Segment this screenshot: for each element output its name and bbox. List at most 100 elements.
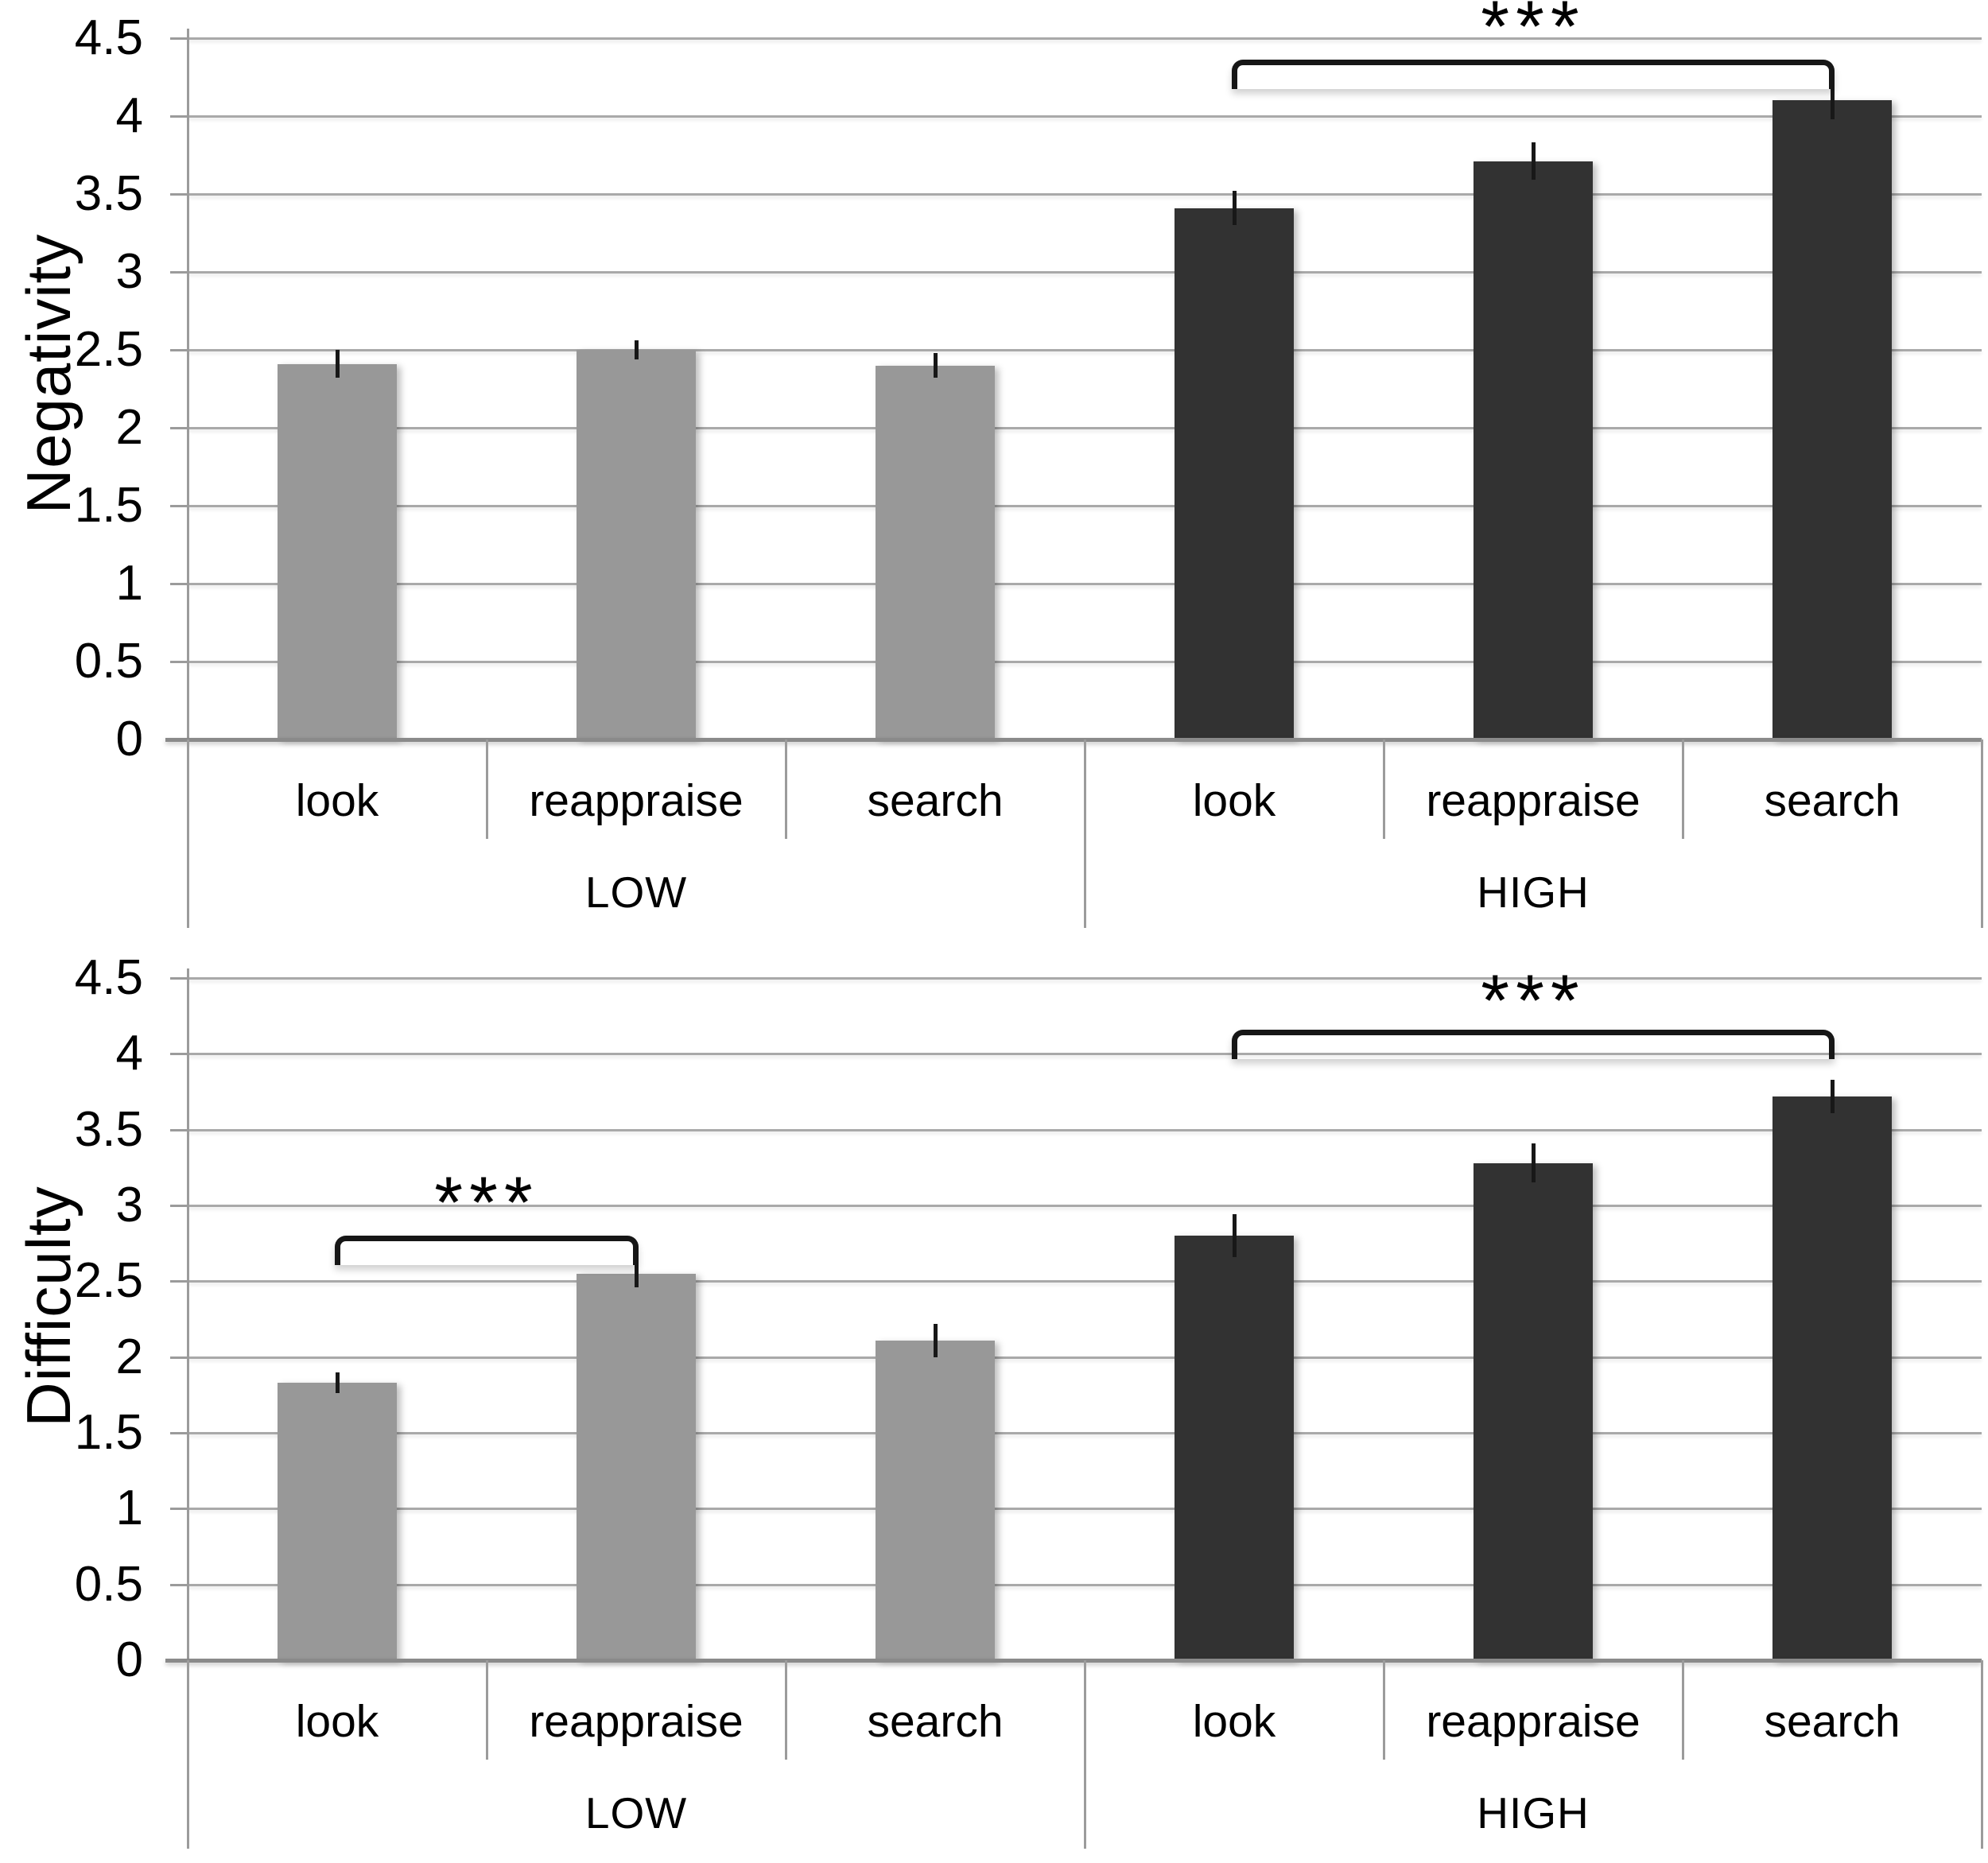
error-bar-low-reappraise xyxy=(635,1259,639,1287)
category-separator xyxy=(785,739,787,839)
y-tick-label: 4 xyxy=(115,88,143,143)
category-label-look: look xyxy=(1192,1696,1276,1747)
y-tick-label: 3 xyxy=(115,1178,143,1232)
category-label-reappraise: reappraise xyxy=(1426,1696,1640,1747)
error-bar-low-search xyxy=(934,352,938,378)
category-label-look: look xyxy=(1192,775,1276,826)
y-tick-label: 2 xyxy=(115,1329,143,1384)
bar-low-look xyxy=(278,1383,397,1660)
negativity-chart-panel: Negativity 4.5 4 3.5 3 2.5 2 1.5 1 0.5 0 look reapp… xyxy=(14,0,1983,928)
error-bar-high-look xyxy=(1233,191,1237,226)
error-bar-high-search xyxy=(1831,81,1835,119)
y-axis-tick xyxy=(170,1432,188,1434)
y-tick-label: 1.5 xyxy=(74,1405,143,1460)
y-tick-label: 4.5 xyxy=(74,950,143,1005)
group-separator xyxy=(187,1660,189,1849)
bar-low-search xyxy=(876,365,995,739)
category-separator xyxy=(1383,1660,1385,1760)
category-label-look: look xyxy=(295,775,379,826)
bar-high-reappraise xyxy=(1474,1162,1593,1660)
y-axis-tick xyxy=(170,505,188,507)
y-axis-tick xyxy=(170,115,188,118)
category-separator xyxy=(486,739,488,839)
category-separator xyxy=(1383,739,1385,839)
group-label-high: HIGH xyxy=(1477,1788,1590,1838)
category-label-search: search xyxy=(867,1696,1004,1747)
y-axis-tick xyxy=(170,349,188,351)
y-tick-label: 0 xyxy=(115,712,143,767)
y-axis-tick xyxy=(170,427,188,429)
y-axis-tick xyxy=(170,1053,188,1056)
gridline-1 xyxy=(188,583,1982,585)
y-axis-line xyxy=(187,29,189,739)
category-label-look: look xyxy=(295,1696,379,1747)
y-tick-label: 4.5 xyxy=(74,10,143,65)
y-tick-label: 3.5 xyxy=(74,1101,143,1157)
group-label-high: HIGH xyxy=(1477,867,1590,917)
category-separator xyxy=(486,1660,488,1760)
gridline-2.5 xyxy=(188,349,1982,351)
error-bar-high-look xyxy=(1233,1214,1237,1257)
gridline-3 xyxy=(188,271,1982,274)
y-tick-label: 0.5 xyxy=(74,1556,143,1612)
error-bar-low-search xyxy=(934,1323,938,1357)
bar-high-reappraise xyxy=(1474,161,1593,739)
category-label-search: search xyxy=(1764,775,1901,826)
significance-bracket xyxy=(1232,1029,1835,1059)
error-bar-low-look xyxy=(336,1372,340,1394)
error-bar-high-search xyxy=(1831,1079,1835,1113)
category-label-reappraise: reappraise xyxy=(1426,775,1640,826)
significance-stars: *** xyxy=(1481,0,1586,68)
group-separator xyxy=(1084,739,1086,928)
bar-low-search xyxy=(876,1340,995,1660)
difficulty-plot-area: 4.5 4 3.5 3 2.5 2 1.5 1 0.5 0 look reappraise search… xyxy=(0,937,1988,1863)
gridline-4 xyxy=(188,115,1982,118)
y-tick-label: 2 xyxy=(115,400,143,455)
gridline-0.5 xyxy=(188,1583,1982,1586)
y-axis-tick xyxy=(170,977,188,980)
error-bar-low-look xyxy=(336,350,340,378)
y-axis-tick xyxy=(170,271,188,274)
y-axis-tick xyxy=(170,193,188,196)
category-separator xyxy=(1682,739,1684,839)
significance-bracket xyxy=(1232,60,1835,90)
y-axis-tick xyxy=(170,661,188,663)
y-tick-label: 0 xyxy=(115,1632,143,1687)
gridline-1.5 xyxy=(188,505,1982,507)
y-axis-line xyxy=(187,968,189,1660)
y-tick-label: 3.5 xyxy=(74,166,143,221)
gridline-2.5 xyxy=(188,1280,1982,1283)
y-tick-label: 2.5 xyxy=(74,1253,143,1309)
y-tick-label: 0.5 xyxy=(74,634,143,689)
gridline-3 xyxy=(188,1205,1982,1207)
gridline-2 xyxy=(188,1356,1982,1359)
x-axis-line xyxy=(165,1659,1982,1663)
gridline-0.5 xyxy=(188,661,1982,663)
category-label-search: search xyxy=(1764,1696,1901,1747)
gridline-3.5 xyxy=(188,193,1982,196)
error-bar-high-reappraise xyxy=(1532,1143,1536,1183)
y-axis-tick xyxy=(170,1356,188,1359)
group-separator xyxy=(1981,1660,1983,1849)
y-axis-tick xyxy=(170,1583,188,1586)
group-separator xyxy=(187,739,189,928)
category-label-reappraise: reappraise xyxy=(529,775,744,826)
bar-low-look xyxy=(278,363,397,739)
x-axis-line xyxy=(165,738,1982,742)
category-label-reappraise: reappraise xyxy=(529,1696,744,1747)
y-axis-tick xyxy=(170,1508,188,1511)
group-separator xyxy=(1981,739,1983,928)
bar-low-reappraise xyxy=(577,1273,696,1660)
significance-stars: *** xyxy=(434,1162,539,1244)
significance-bracket xyxy=(335,1236,639,1266)
group-separator xyxy=(1084,1660,1086,1849)
category-separator xyxy=(785,1660,787,1760)
gridline-1.5 xyxy=(188,1432,1982,1434)
error-bar-low-reappraise xyxy=(635,340,639,359)
y-axis-tick xyxy=(170,1280,188,1283)
category-label-search: search xyxy=(867,775,1004,826)
error-bar-high-reappraise xyxy=(1532,142,1536,180)
y-axis-tick xyxy=(170,583,188,585)
difficulty-chart-panel: Difficulty 4.5 4 3.5 3 2.5 2 1.5 1 0.5 0 look reapp… xyxy=(0,937,1988,1863)
